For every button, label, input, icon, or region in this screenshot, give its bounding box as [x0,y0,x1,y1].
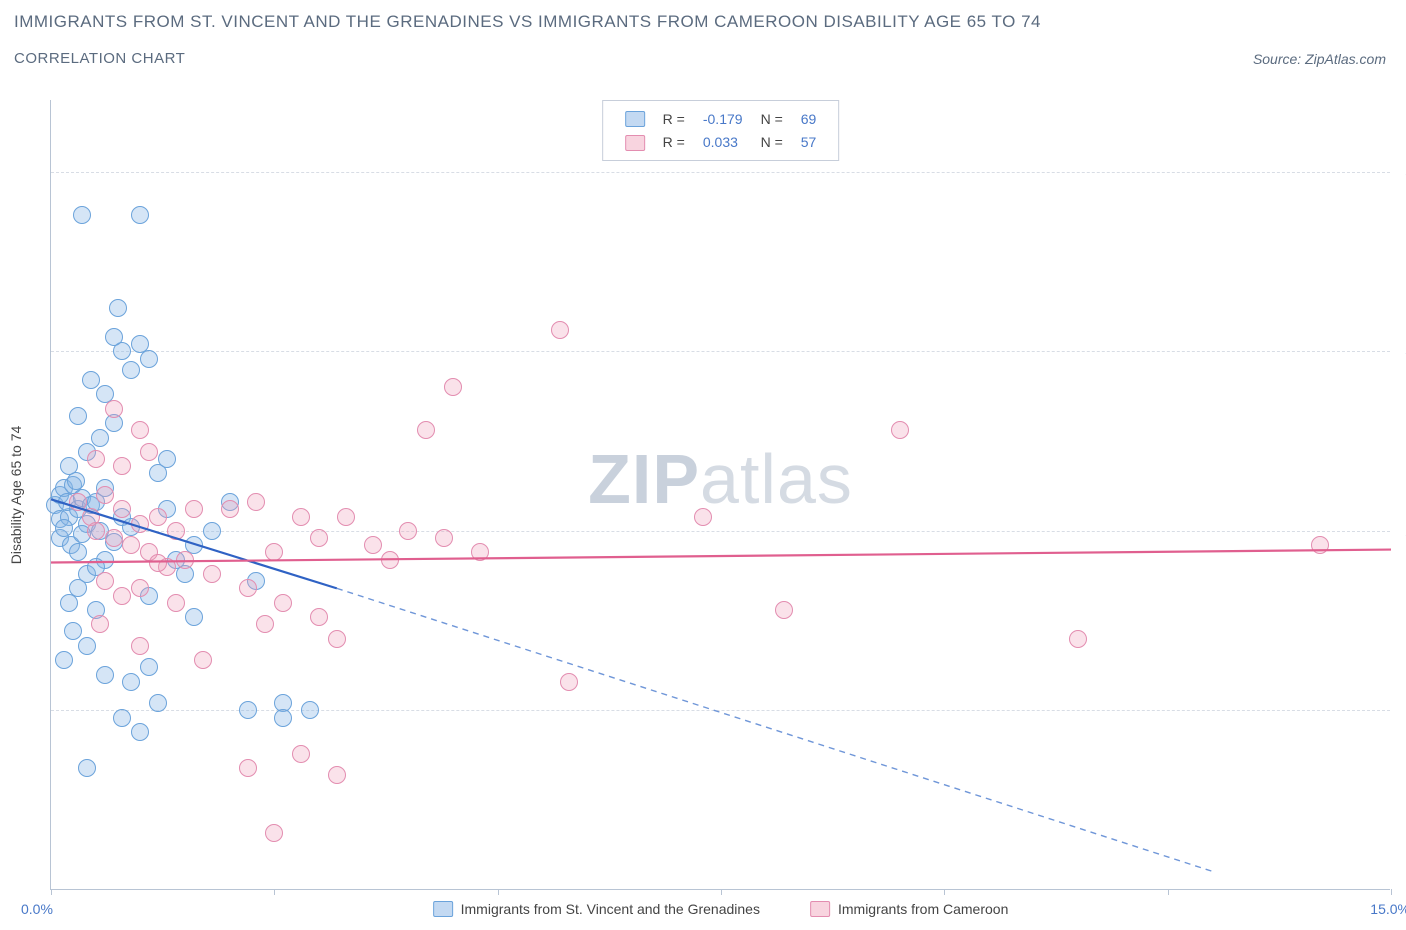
x-tick [1391,889,1392,895]
chart-plot-area: Disability Age 65 to 74 12.5%25.0%37.5%5… [50,100,1390,890]
x-axis-min-label: 0.0% [21,901,53,917]
legend-swatch-pink [625,135,645,151]
x-tick [498,889,499,895]
trendline-blue-extrapolated [337,588,1212,871]
legend-item-blue: Immigrants from St. Vincent and the Gren… [433,901,760,917]
legend-swatch-pink [810,901,830,917]
x-tick [274,889,275,895]
trendline-pink [51,550,1391,563]
x-axis-max-label: 15.0% [1370,901,1406,917]
source-attribution: Source: ZipAtlas.com [1253,51,1386,67]
chart-subtitle: CORRELATION CHART [14,50,185,67]
legend-label-pink: Immigrants from Cameroon [838,901,1008,917]
series-legend: Immigrants from St. Vincent and the Gren… [433,901,1009,917]
y-tick-label: 50.0% [1395,164,1406,180]
x-tick [1168,889,1169,895]
y-tick-label: 25.0% [1395,523,1406,539]
trendlines-layer [51,100,1390,889]
stats-row-blue: R =-0.179 N =69 [617,108,825,129]
legend-swatch-blue [433,901,453,917]
stats-row-pink: R =0.033 N =57 [617,131,825,152]
y-tick-label: 37.5% [1395,343,1406,359]
legend-item-pink: Immigrants from Cameroon [810,901,1008,917]
chart-title: IMMIGRANTS FROM ST. VINCENT AND THE GREN… [14,12,1406,32]
y-tick-label: 12.5% [1395,702,1406,718]
trendline-blue [51,499,337,588]
x-tick [721,889,722,895]
x-tick [51,889,52,895]
x-tick [944,889,945,895]
y-axis-title: Disability Age 65 to 74 [8,425,24,564]
legend-swatch-blue [625,111,645,127]
legend-label-blue: Immigrants from St. Vincent and the Gren… [461,901,760,917]
stats-legend: R =-0.179 N =69 R =0.033 N =57 [602,100,840,161]
